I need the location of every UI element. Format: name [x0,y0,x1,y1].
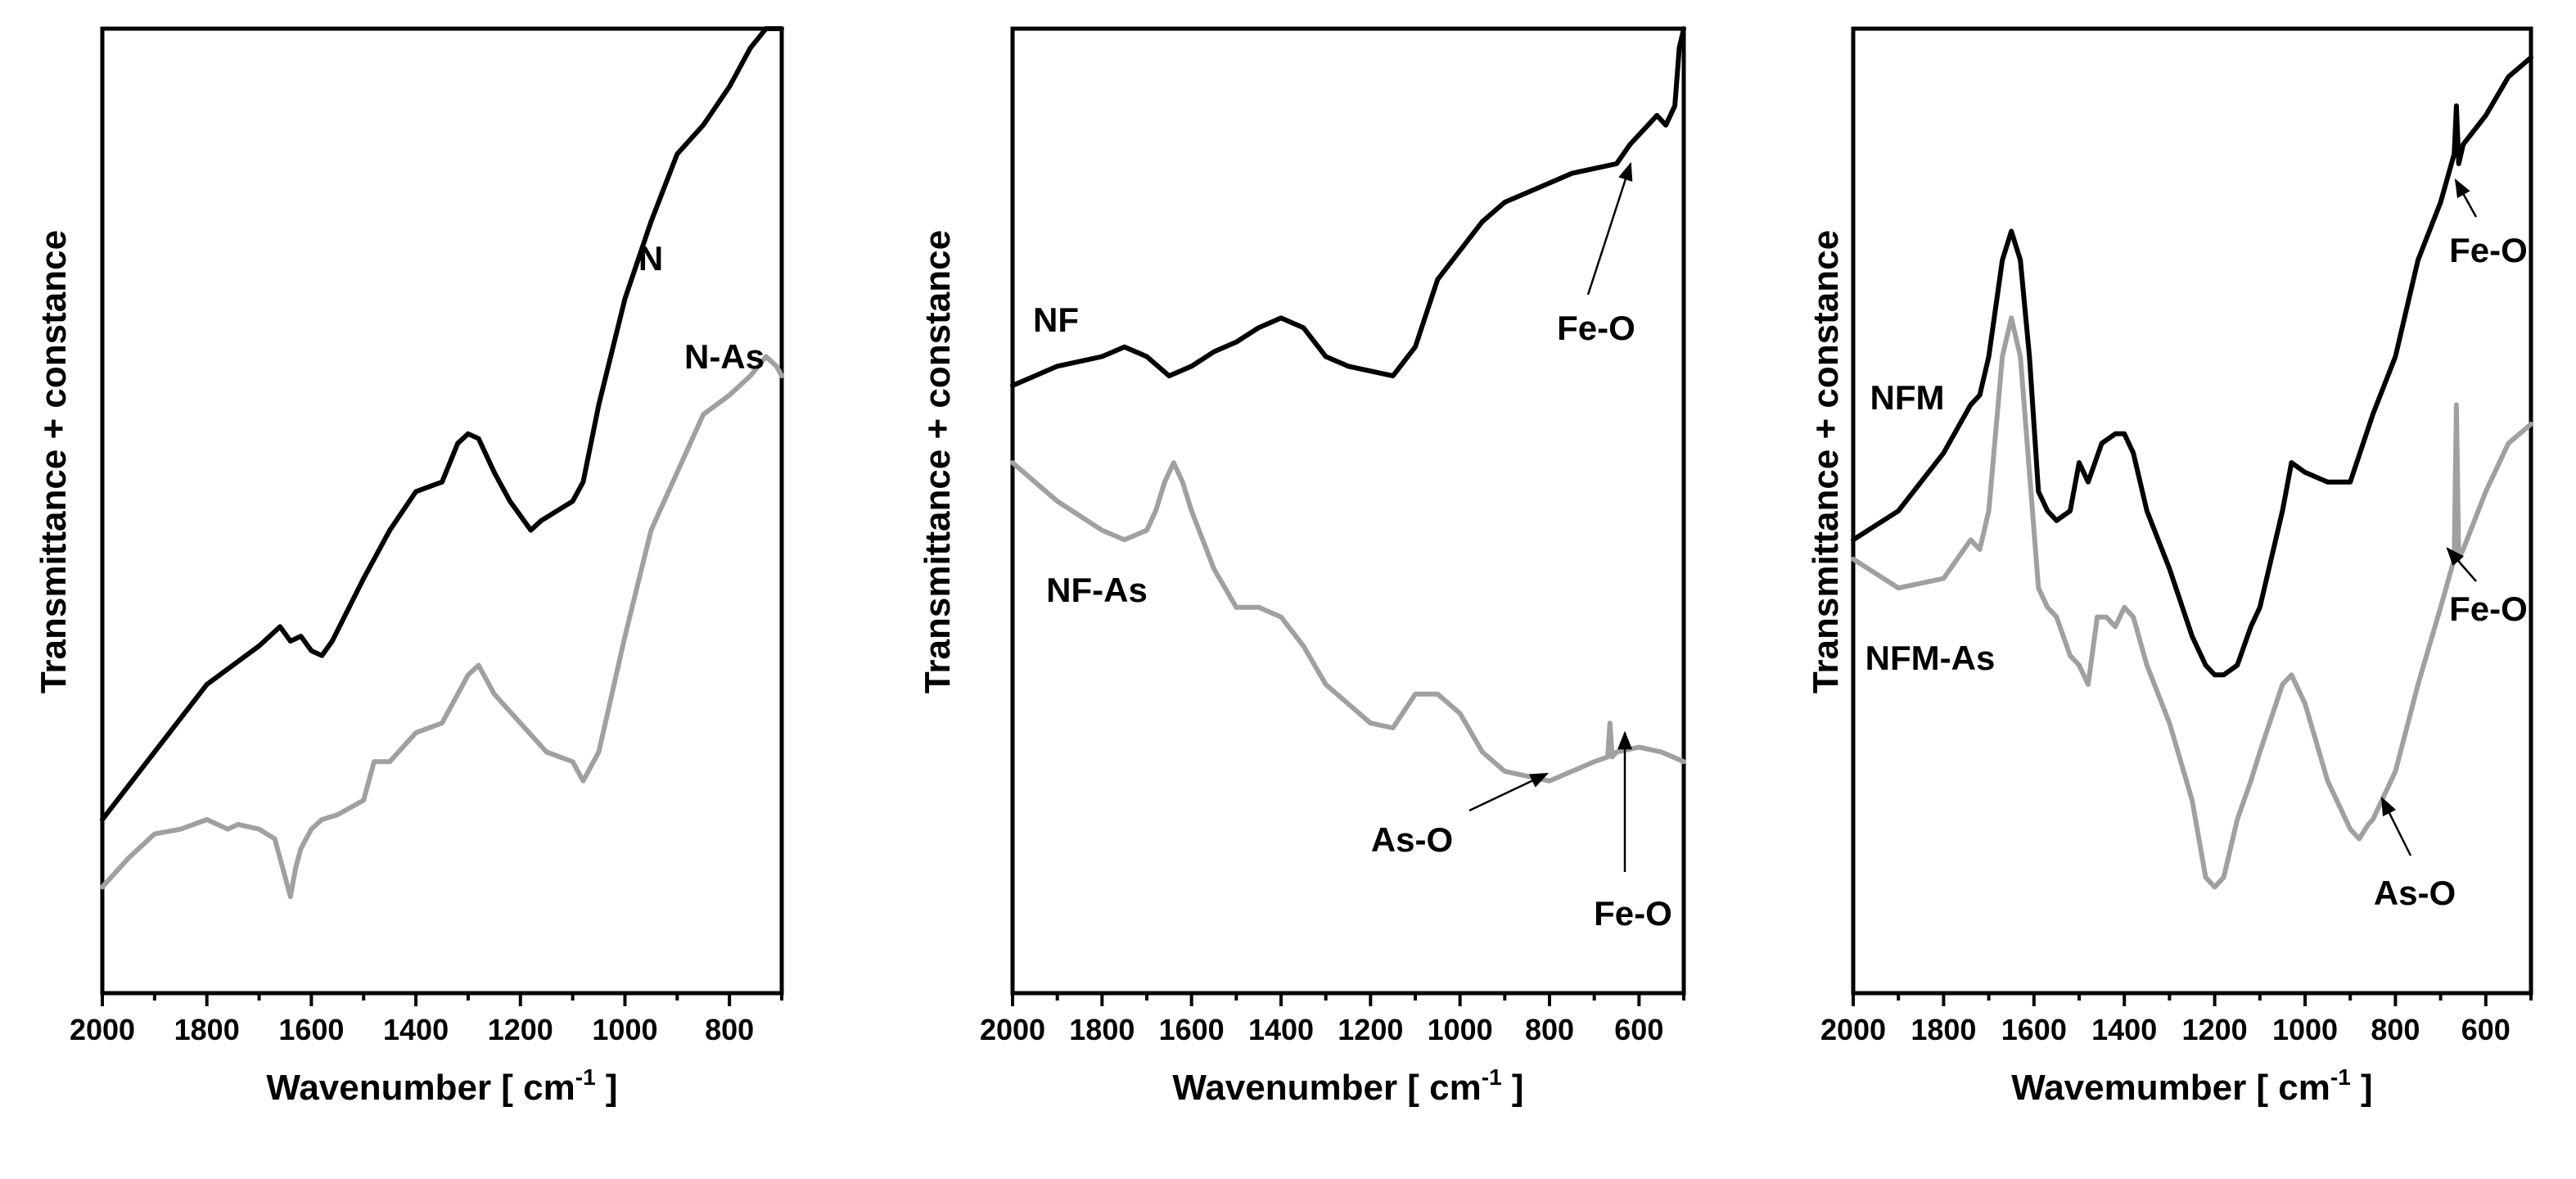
x-tick-label: 1200 [2182,1013,2248,1046]
x-tick-label: 1600 [2001,1013,2067,1046]
y-axis-label: Transmittance + constance [1806,230,1846,693]
y-axis-label: Transmittance + constance [918,230,958,693]
annotation-label: NF [1033,300,1079,339]
x-axis-label: Wavenumber [ cm-1 ] [266,1064,617,1108]
annotation-arrow [2454,178,2478,218]
annotation-arrow [2446,547,2477,582]
x-tick-label: 1400 [383,1013,449,1046]
series-line-n-as [100,354,784,900]
x-tick-label: 600 [2461,1013,2511,1046]
x-tick-label: 800 [1525,1013,1574,1046]
annotation-label: Fe-O [2449,231,2528,269]
x-tick-label: 800 [705,1013,754,1046]
x-tick-label: 1600 [278,1013,344,1046]
x-tick-label: 2000 [980,1013,1045,1046]
x-tick-label: 1600 [1159,1013,1225,1046]
x-tick-label: 1800 [174,1013,240,1046]
annotation-label: NFM-As [1865,639,1996,677]
series-line-nf [1010,26,1686,388]
series-line-nfm-as [1851,315,2533,890]
series-line-nfm [1851,55,2533,678]
plot-frame [100,26,784,996]
plot-frame [1851,26,2533,996]
panel-middle: 2000 1800 1600 1400 1200 1000 800 600 Wavenumber… [918,26,1686,1108]
y-axis-label: Transmittance + constance [34,230,74,693]
x-tick-label: 1800 [1069,1013,1135,1046]
annotation-label: Fe-O [2449,590,2528,628]
x-tick-label: 1000 [2272,1013,2338,1046]
x-tick-label: 2000 [1820,1013,1886,1046]
annotation-arrow [1586,161,1633,296]
annotation-label: N [638,239,663,278]
series-line-n [100,26,784,822]
annotation-label: Fe-O [1594,894,1672,933]
x-tick-label: 600 [1614,1013,1663,1046]
x-tick-label: 2000 [70,1013,135,1046]
series-line-nf-as [1010,460,1686,784]
annotation-arrow [2380,796,2412,856]
annotation-label: NFM [1870,378,1945,417]
panel-left: 2000 1800 1600 1400 1200 1000 800 Wavenumber [ … [34,26,784,1108]
x-tick-label: 1000 [592,1013,657,1046]
annotation-label: As-O [2374,874,2456,912]
annotation-label: NF-As [1046,571,1148,609]
panel-right: 2000 1800 1600 1400 1200 1000 800 600 Wavemumber… [1806,26,2533,1108]
annotation-arrow [1468,772,1550,812]
annotation-label: N-As [684,337,765,376]
x-tick-label: 1400 [2091,1013,2157,1046]
x-axis-label: Wavemumber [ cm-1 ] [2011,1064,2372,1108]
x-axis-label: Wavenumber [ cm-1 ] [1172,1064,1523,1108]
plot-frame [1010,26,1686,996]
x-tick-label: 1800 [1911,1013,1976,1046]
x-tick-label: 800 [2371,1013,2420,1046]
annotation-label: As-O [1371,820,1453,859]
x-tick-label: 1000 [1428,1013,1493,1046]
x-tick-label: 1400 [1248,1013,1314,1046]
x-tick-label: 1200 [1338,1013,1403,1046]
x-tick-label: 1200 [488,1013,553,1046]
annotation-label: Fe-O [1557,309,1635,347]
